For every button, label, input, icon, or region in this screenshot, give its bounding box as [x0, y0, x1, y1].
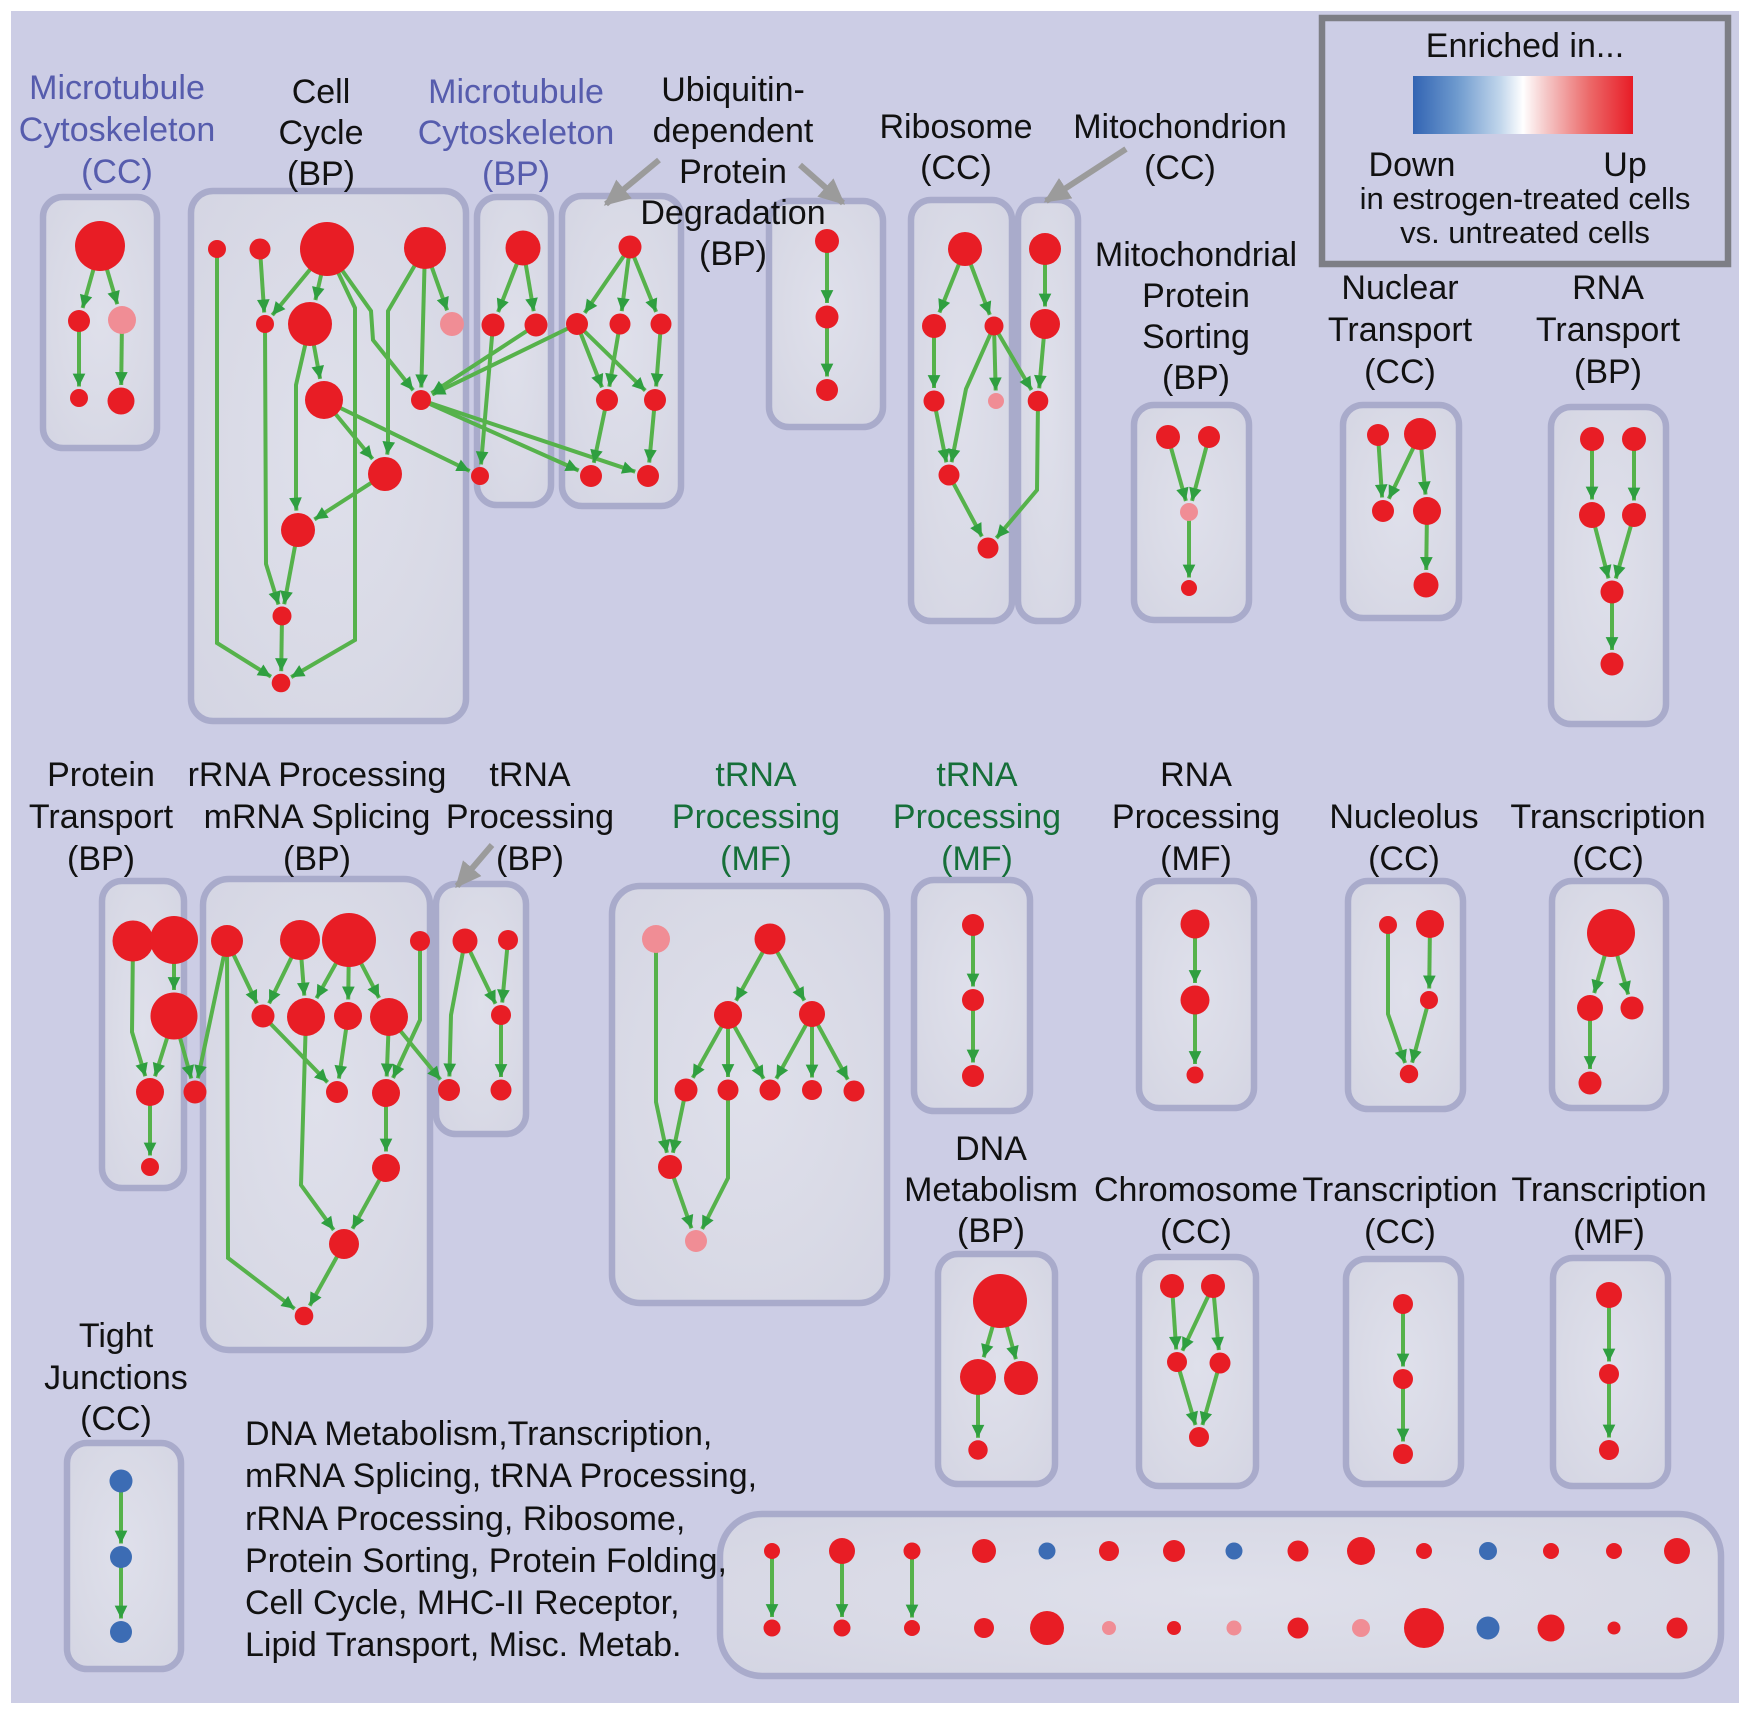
svg-text:(MF): (MF)	[1573, 1213, 1645, 1251]
svg-text:(CC): (CC)	[1144, 149, 1216, 187]
svg-text:(MF): (MF)	[720, 840, 792, 878]
svg-text:Nuclear: Nuclear	[1341, 269, 1458, 307]
svg-text:Transcription: Transcription	[1511, 1171, 1706, 1209]
svg-text:Down: Down	[1369, 146, 1456, 184]
svg-text:mRNA Splicing: mRNA Splicing	[204, 798, 431, 836]
svg-text:Mitochondrial: Mitochondrial	[1095, 236, 1297, 274]
svg-text:(MF): (MF)	[1160, 840, 1232, 878]
svg-text:Cycle: Cycle	[278, 114, 363, 152]
svg-text:(CC): (CC)	[1572, 840, 1644, 878]
svg-text:(BP): (BP)	[67, 840, 135, 878]
svg-text:(BP): (BP)	[283, 840, 351, 878]
svg-text:(BP): (BP)	[482, 155, 550, 193]
svg-text:dependent: dependent	[653, 112, 814, 150]
svg-text:Protein: Protein	[679, 153, 787, 191]
svg-text:Lipid Transport, Misc. Metab.: Lipid Transport, Misc. Metab.	[245, 1626, 682, 1664]
svg-text:Microtubule: Microtubule	[428, 73, 604, 111]
svg-text:Transport: Transport	[1536, 311, 1681, 349]
svg-text:RNA: RNA	[1160, 756, 1232, 794]
svg-text:(CC): (CC)	[1364, 1213, 1436, 1251]
svg-text:Cell Cycle, MHC-II Receptor,: Cell Cycle, MHC-II Receptor,	[245, 1584, 680, 1622]
svg-text:(CC): (CC)	[1368, 840, 1440, 878]
svg-text:Sorting: Sorting	[1142, 318, 1250, 356]
svg-text:in estrogen-treated cells: in estrogen-treated cells	[1360, 181, 1691, 216]
svg-text:(BP): (BP)	[287, 155, 355, 193]
svg-text:Degradation: Degradation	[640, 194, 825, 232]
svg-text:vs. untreated cells: vs. untreated cells	[1400, 215, 1650, 250]
svg-text:Ubiquitin-: Ubiquitin-	[661, 71, 805, 109]
svg-text:Mitochondrion: Mitochondrion	[1073, 108, 1287, 146]
svg-text:Ribosome: Ribosome	[879, 108, 1032, 146]
svg-text:rRNA Processing: rRNA Processing	[188, 756, 447, 794]
svg-text:tRNA: tRNA	[715, 756, 797, 794]
svg-text:(CC): (CC)	[81, 153, 153, 191]
svg-text:Processing: Processing	[1112, 798, 1280, 836]
svg-text:mRNA Splicing, tRNA Processing: mRNA Splicing, tRNA Processing,	[245, 1457, 757, 1495]
svg-text:(BP): (BP)	[1162, 359, 1230, 397]
svg-text:Tight: Tight	[79, 1317, 154, 1355]
svg-text:Processing: Processing	[446, 798, 614, 836]
svg-text:(MF): (MF)	[941, 840, 1013, 878]
svg-text:tRNA: tRNA	[489, 756, 571, 794]
svg-text:Metabolism: Metabolism	[904, 1171, 1078, 1209]
svg-text:RNA: RNA	[1572, 269, 1644, 307]
svg-text:(CC): (CC)	[920, 149, 992, 187]
svg-text:DNA Metabolism,Transcription,: DNA Metabolism,Transcription,	[245, 1415, 712, 1453]
svg-text:Up: Up	[1603, 146, 1646, 184]
svg-text:Protein Sorting, Protein Foldi: Protein Sorting, Protein Folding,	[245, 1542, 727, 1580]
svg-text:Enriched in...: Enriched in...	[1426, 27, 1624, 65]
svg-text:Cytoskeleton: Cytoskeleton	[19, 111, 216, 149]
svg-text:(CC): (CC)	[1364, 353, 1436, 391]
svg-text:Processing: Processing	[672, 798, 840, 836]
svg-text:DNA: DNA	[955, 1130, 1027, 1168]
svg-text:Transport: Transport	[1328, 311, 1473, 349]
svg-text:Microtubule: Microtubule	[29, 69, 205, 107]
svg-text:Transcription: Transcription	[1302, 1171, 1497, 1209]
svg-text:(BP): (BP)	[699, 235, 767, 273]
svg-text:Cell: Cell	[292, 73, 351, 111]
svg-text:(BP): (BP)	[1574, 353, 1642, 391]
svg-text:Transport: Transport	[29, 798, 174, 836]
svg-text:Junctions: Junctions	[44, 1359, 188, 1397]
svg-text:Cytoskeleton: Cytoskeleton	[418, 114, 615, 152]
svg-text:Nucleolus: Nucleolus	[1329, 798, 1478, 836]
svg-text:Protein: Protein	[47, 756, 155, 794]
svg-text:Transcription: Transcription	[1510, 798, 1705, 836]
svg-text:Protein: Protein	[1142, 277, 1250, 315]
svg-text:Processing: Processing	[893, 798, 1061, 836]
svg-text:(BP): (BP)	[496, 840, 564, 878]
svg-text:(CC): (CC)	[1160, 1213, 1232, 1251]
svg-text:(BP): (BP)	[957, 1212, 1025, 1250]
svg-text:(CC): (CC)	[80, 1400, 152, 1438]
svg-text:tRNA: tRNA	[936, 756, 1018, 794]
svg-text:Chromosome: Chromosome	[1094, 1171, 1298, 1209]
svg-text:rRNA Processing, Ribosome,: rRNA Processing, Ribosome,	[245, 1500, 685, 1538]
